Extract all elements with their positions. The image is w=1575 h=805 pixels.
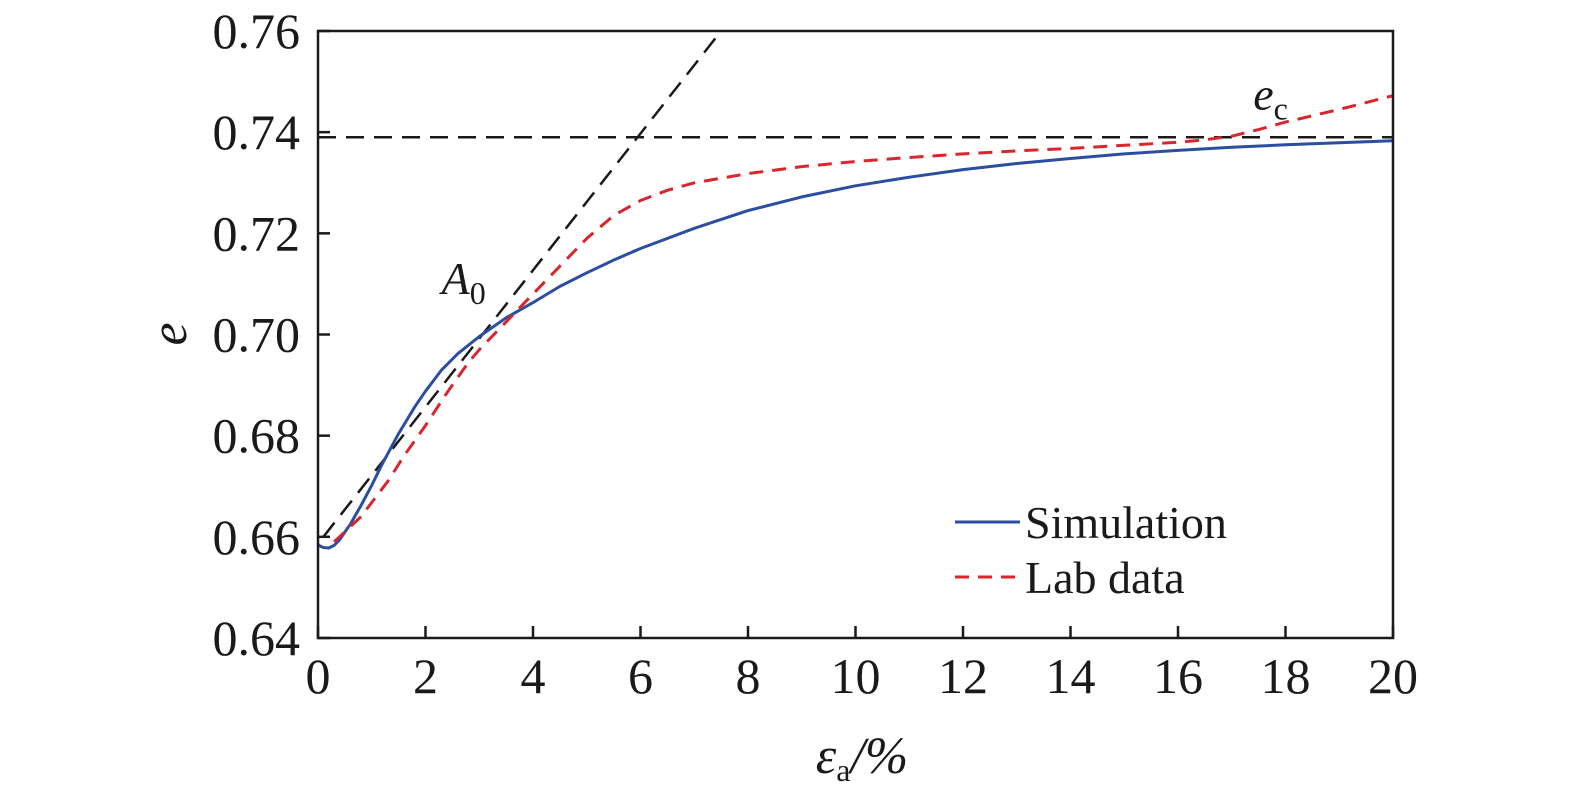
legend-label: Lab data <box>1025 552 1185 603</box>
axis-ticks: 0 2 4 6 8 10 12 14 16 18 20 0.64 0.66 0.68 0.70 0.72 0.7… <box>213 3 1419 704</box>
annotation-ec: ec <box>1253 68 1288 126</box>
series-line-simulation <box>317 139 1394 550</box>
annotation-a0: A0 <box>439 253 486 311</box>
x-tick-label: 20 <box>1368 648 1418 704</box>
annotations: A0 ec <box>439 68 1288 311</box>
y-axis-label: e <box>141 322 198 345</box>
y-tick-label: 0.68 <box>213 408 301 464</box>
x-axis-title-suffix: /% <box>847 728 908 785</box>
y-tick-label: 0.66 <box>213 509 301 565</box>
y-tick-label: 0.74 <box>213 104 301 160</box>
x-tick-label: 6 <box>628 648 653 704</box>
tangent-line <box>322 30 723 538</box>
x-tick-label: 4 <box>521 648 546 704</box>
x-tick-label: 16 <box>1153 648 1203 704</box>
y-axis-title: e <box>141 322 198 345</box>
x-tick-label: 14 <box>1046 648 1096 704</box>
x-tick-label: 8 <box>736 648 761 704</box>
x-tick-label: 2 <box>413 648 438 704</box>
y-tick-label: 0.70 <box>213 307 301 363</box>
x-tick-label: 10 <box>831 648 881 704</box>
y-tick-label: 0.72 <box>213 205 301 261</box>
x-axis-title: εa/% <box>816 728 908 788</box>
y-tick-label: 0.64 <box>213 610 301 666</box>
x-axis-title-main: ε <box>816 728 837 785</box>
plot-frame <box>316 29 1395 640</box>
x-tick-label: 18 <box>1261 648 1311 704</box>
legend-label: Simulation <box>1025 497 1227 548</box>
x-tick-label: 12 <box>938 648 988 704</box>
series-line-lab-data <box>333 94 1394 543</box>
x-axis-label: εa/% <box>816 728 908 788</box>
x-tick-label: 0 <box>306 648 331 704</box>
x-axis-title-sub: a <box>836 752 850 788</box>
y-tick-label: 0.76 <box>213 3 301 59</box>
series-layer <box>317 30 1394 550</box>
